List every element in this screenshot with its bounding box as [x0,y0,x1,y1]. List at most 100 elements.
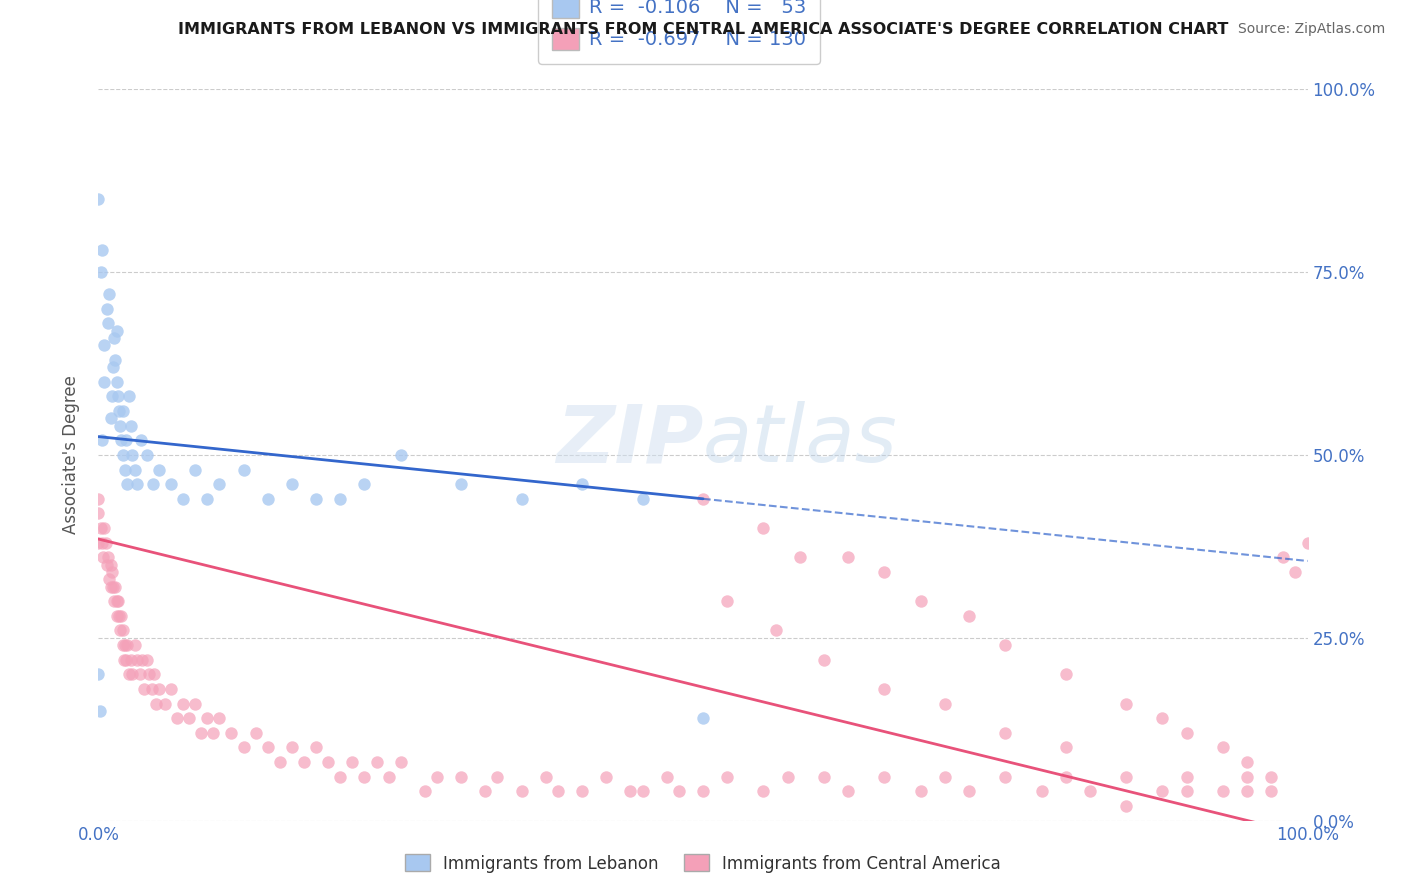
Point [100,558,122,572]
Point [135,653,157,667]
Point [281,477,304,491]
Point [110,434,132,448]
Point [329,491,352,506]
Point [934,770,956,784]
Point [117,477,139,491]
Point [1054,740,1077,755]
Point [104,580,127,594]
Point [752,784,775,798]
Point [100,389,122,403]
Point [93,338,115,352]
Point [172,697,194,711]
Point [1115,770,1137,784]
Point [292,755,315,769]
Point [789,550,811,565]
Point [89,704,111,718]
Point [631,784,654,798]
Point [97,550,120,565]
Point [619,784,641,798]
Point [172,491,194,506]
Point [148,681,170,696]
Point [184,462,207,476]
Point [87,667,110,681]
Point [142,477,165,491]
Point [873,565,896,579]
Point [97,316,120,330]
Point [87,192,110,206]
Point [1260,784,1282,798]
Point [377,770,399,784]
Point [1031,784,1053,798]
Point [910,594,932,608]
Point [1152,711,1174,725]
Point [934,697,956,711]
Point [166,711,188,725]
Point [101,360,124,375]
Point [90,521,112,535]
Point [98,287,121,301]
Point [145,697,167,711]
Text: Source: ZipAtlas.com: Source: ZipAtlas.com [1237,22,1385,37]
Point [190,726,212,740]
Point [1236,770,1258,784]
Point [111,448,134,462]
Point [571,477,593,491]
Point [1212,740,1234,755]
Point [245,726,267,740]
Point [1115,799,1137,814]
Point [450,770,472,784]
Point [148,462,170,476]
Point [256,740,278,755]
Point [342,755,364,769]
Point [692,711,714,725]
Point [104,352,127,367]
Point [100,565,122,579]
Point [1272,550,1295,565]
Point [118,667,141,681]
Point [131,653,153,667]
Point [108,608,131,623]
Point [910,784,932,798]
Point [1115,697,1137,711]
Point [105,324,128,338]
Point [114,638,136,652]
Point [108,418,131,433]
Point [1152,784,1174,798]
Point [127,653,149,667]
Point [1078,784,1101,798]
Point [329,770,352,784]
Point [195,711,218,725]
Point [389,448,412,462]
Point [547,784,569,798]
Point [115,434,138,448]
Point [1212,784,1234,798]
Point [160,681,183,696]
Point [1054,667,1077,681]
Point [120,418,142,433]
Point [994,770,1017,784]
Point [101,580,124,594]
Point [813,770,835,784]
Point [110,608,132,623]
Point [91,550,114,565]
Point [668,784,690,798]
Text: atlas: atlas [703,401,898,479]
Point [208,477,231,491]
Point [595,770,617,784]
Point [1175,770,1198,784]
Point [256,491,278,506]
Legend: R =  -0.106    N =   53, R =  -0.697    N = 130: R = -0.106 N = 53, R = -0.697 N = 130 [538,0,820,63]
Point [128,667,150,681]
Point [153,697,176,711]
Y-axis label: Associate's Degree: Associate's Degree [62,376,80,534]
Point [366,755,388,769]
Point [134,681,156,696]
Point [716,594,738,608]
Point [1236,784,1258,798]
Point [765,624,787,638]
Point [117,638,139,652]
Point [305,491,328,506]
Point [91,243,114,257]
Point [100,411,122,425]
Point [107,389,129,403]
